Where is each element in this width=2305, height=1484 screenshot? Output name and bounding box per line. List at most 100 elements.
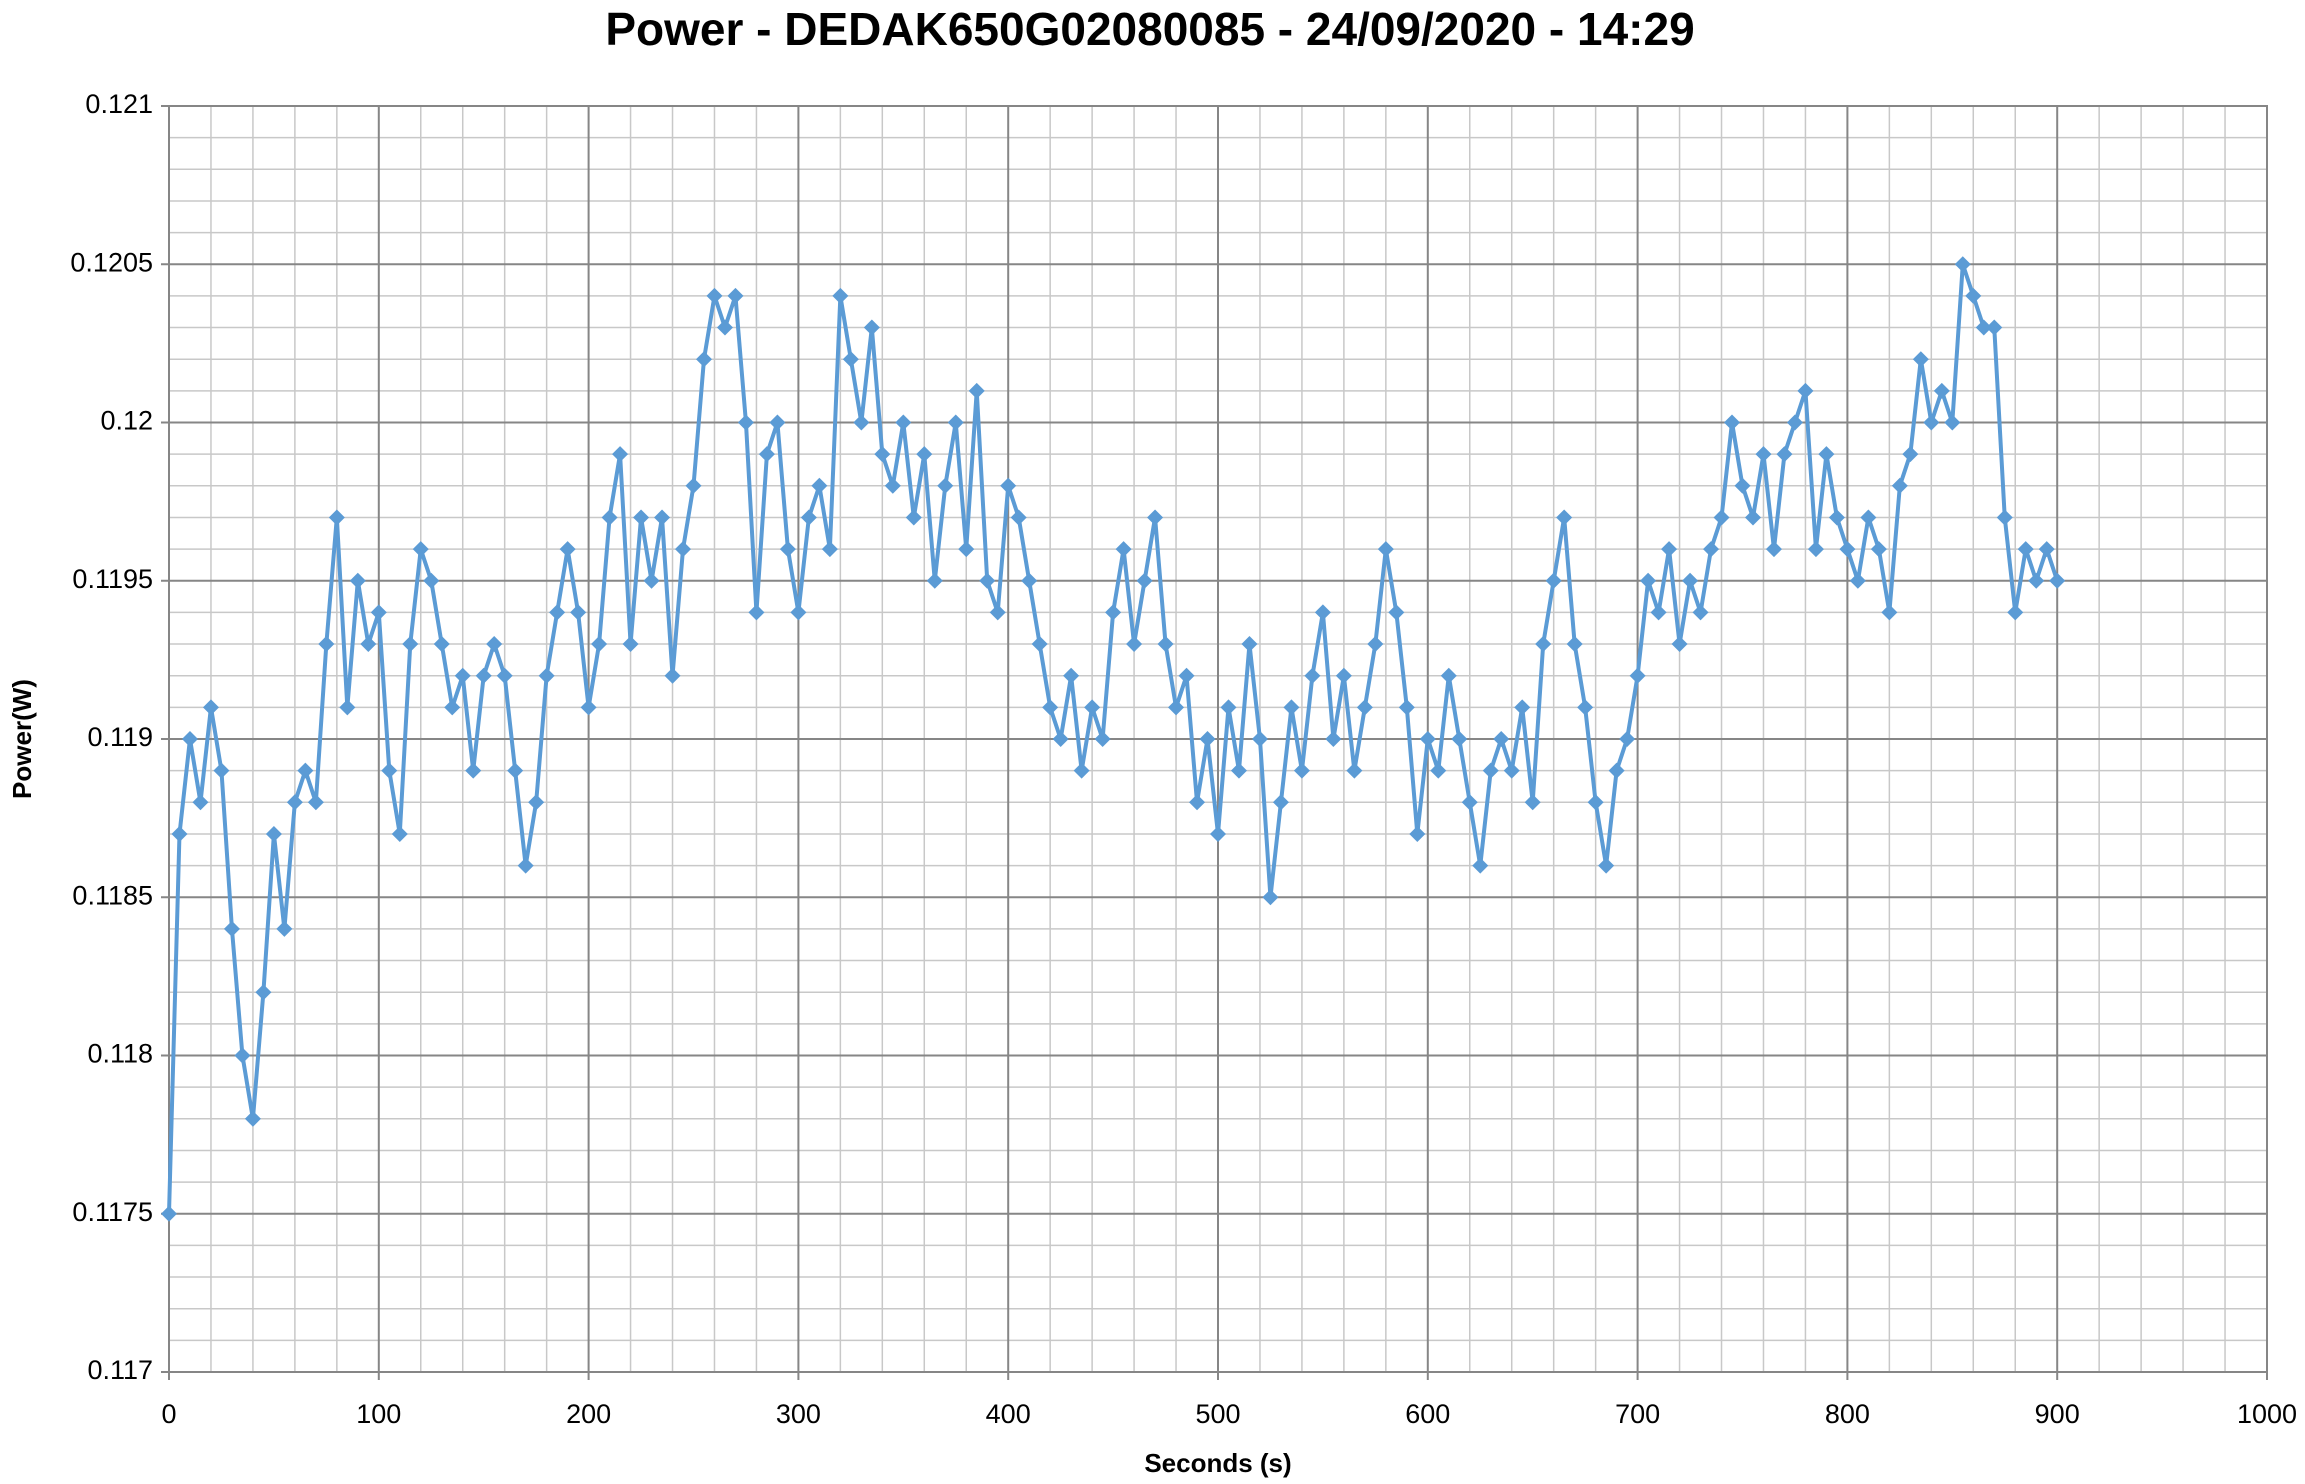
data-point (1671, 636, 1688, 653)
data-point (832, 287, 849, 304)
data-point (570, 604, 587, 621)
data-point (1629, 667, 1646, 684)
data-point (1063, 667, 1080, 684)
data-point (1241, 636, 1258, 653)
data-point (339, 699, 356, 716)
data-point (1912, 351, 1929, 368)
data-point (1849, 572, 1866, 589)
data-point (1356, 699, 1373, 716)
data-point (1703, 541, 1720, 558)
data-point (234, 1047, 251, 1064)
data-point (1031, 636, 1048, 653)
data-point (370, 604, 387, 621)
data-point (538, 667, 555, 684)
data-point (1503, 762, 1520, 779)
data-point (1283, 699, 1300, 716)
data-point (360, 636, 377, 653)
data-point (423, 572, 440, 589)
data-point (1084, 699, 1101, 716)
data-point (1891, 477, 1908, 494)
data-point (433, 636, 450, 653)
data-point (716, 319, 733, 336)
data-point (181, 731, 198, 747)
data-point (748, 604, 765, 621)
data-point (1052, 731, 1069, 747)
y-tick-label: 0.1175 (72, 1197, 153, 1227)
data-point (475, 667, 492, 684)
x-tick-label: 900 (2035, 1399, 2080, 1429)
data-point (1734, 477, 1751, 494)
data-point (1786, 414, 1803, 431)
data-point (1094, 731, 1111, 747)
data-point (1199, 731, 1216, 747)
data-point (286, 794, 303, 811)
grid (168, 105, 2268, 1373)
data-point (612, 446, 629, 463)
data-point (800, 509, 817, 526)
data-point (328, 509, 345, 526)
data-point (1661, 541, 1678, 558)
data-point (1178, 667, 1195, 684)
y-tick-label: 0.1205 (70, 247, 153, 277)
data-point (202, 699, 219, 716)
data-point (391, 825, 408, 842)
x-tick-label: 800 (1825, 1399, 1870, 1429)
data-point (2007, 604, 2024, 621)
data-point (989, 604, 1006, 621)
data-point (297, 762, 314, 779)
y-axis-title: Power(W) (7, 679, 37, 799)
data-point (2038, 541, 2055, 558)
data-point (685, 477, 702, 494)
data-point (1965, 287, 1982, 304)
data-point (1440, 667, 1457, 684)
data-point (947, 414, 964, 431)
data-point (1839, 541, 1856, 558)
data-point (916, 446, 933, 463)
data-point (1975, 319, 1992, 336)
y-tick-label: 0.118 (87, 1039, 153, 1069)
data-point (1870, 541, 1887, 558)
data-point (1210, 825, 1226, 842)
data-point (1073, 762, 1090, 779)
data-point (171, 825, 188, 842)
data-point (402, 636, 419, 653)
data-point (1692, 604, 1709, 621)
y-tick-label: 0.121 (85, 89, 153, 119)
data-point (1335, 667, 1352, 684)
data-point (706, 287, 723, 304)
data-point (1325, 731, 1342, 747)
data-point (842, 351, 859, 368)
data-point (1577, 699, 1594, 716)
data-point (465, 762, 482, 779)
data-point (192, 794, 209, 811)
data-point (664, 667, 681, 684)
data-point (255, 984, 272, 1001)
data-point (1262, 889, 1279, 906)
data-point (213, 762, 230, 779)
data-point (758, 446, 775, 463)
data-point (1189, 794, 1206, 811)
data-point (223, 920, 240, 937)
data-point (1682, 572, 1699, 589)
y-tick-label: 0.1195 (72, 564, 153, 594)
data-point (1377, 541, 1394, 558)
data-point (1933, 382, 1950, 399)
x-tick-label: 500 (1195, 1399, 1240, 1429)
data-point (1409, 825, 1426, 842)
data-point (1126, 636, 1143, 653)
data-point (349, 572, 366, 589)
data-point (905, 509, 922, 526)
data-point (811, 477, 828, 494)
data-point (2049, 572, 2066, 589)
data-point (1314, 604, 1331, 621)
data-point (1304, 667, 1321, 684)
data-point (1776, 446, 1793, 463)
data-point (1902, 446, 1919, 463)
data-point (1251, 731, 1268, 747)
data-point (895, 414, 912, 431)
data-point (1042, 699, 1059, 716)
y-tick-label: 0.1185 (72, 880, 153, 910)
data-point (444, 699, 461, 716)
data-point (1147, 509, 1164, 526)
